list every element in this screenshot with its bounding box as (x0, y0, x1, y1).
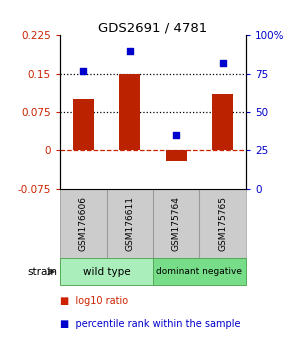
Text: ■  log10 ratio: ■ log10 ratio (60, 296, 128, 306)
Text: GSM176611: GSM176611 (125, 196, 134, 251)
Text: ■  percentile rank within the sample: ■ percentile rank within the sample (60, 319, 241, 329)
Text: GSM176606: GSM176606 (79, 196, 88, 251)
Text: wild type: wild type (83, 267, 130, 277)
Text: GSM175764: GSM175764 (172, 196, 181, 251)
Point (220, 60, 225, 66)
Bar (119, 74, 140, 150)
Bar (73, 99, 94, 150)
Title: GDS2691 / 4781: GDS2691 / 4781 (98, 21, 208, 34)
Text: dominant negative: dominant negative (157, 267, 242, 276)
Bar (212, 94, 233, 150)
Text: GSM175765: GSM175765 (218, 196, 227, 251)
Text: strain: strain (27, 267, 57, 277)
Point (128, 48, 132, 53)
Bar (166, 150, 187, 161)
Point (81, 68, 86, 74)
Point (174, 132, 178, 138)
